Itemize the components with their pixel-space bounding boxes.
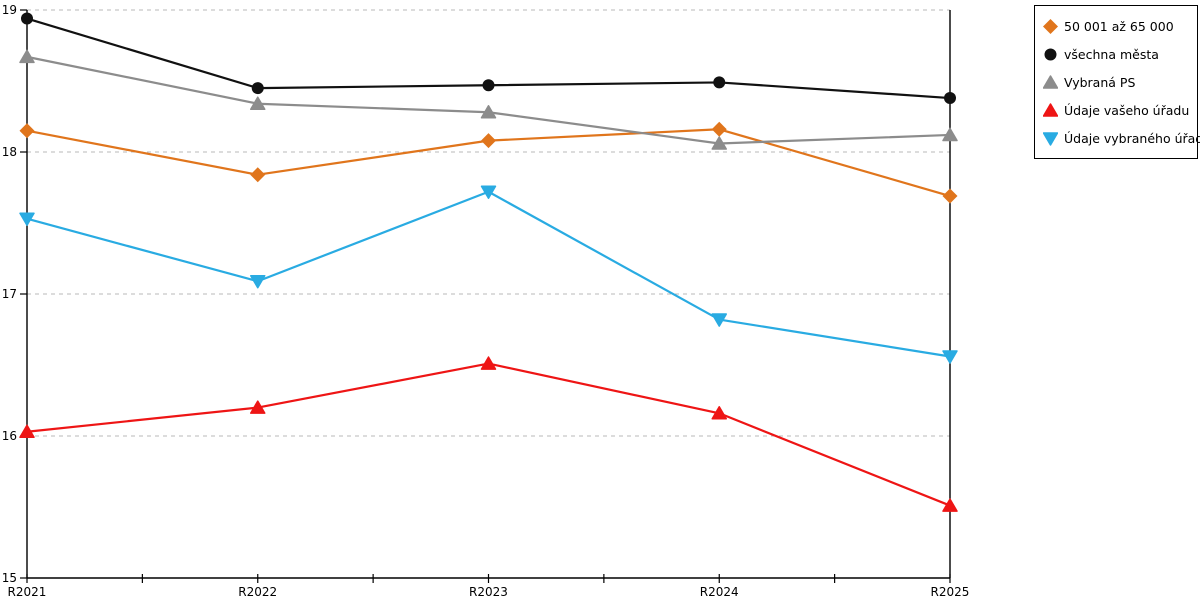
circle-icon [1044, 48, 1057, 60]
legend-label: Údaje vašeho úřadu [1064, 102, 1190, 118]
legend-item-50001-az-65000: 50 001 až 65 000 [1043, 12, 1190, 40]
svg-text:R2022: R2022 [238, 585, 277, 599]
svg-text:R2024: R2024 [700, 585, 739, 599]
legend-item-vybrana-ps: Vybraná PS [1043, 68, 1190, 96]
svg-text:17: 17 [2, 287, 17, 301]
legend-item-udaje-vybraneho-uradu: Údaje vybraného úřadu [1043, 124, 1200, 152]
triangle-up-icon [1043, 74, 1058, 89]
triangle-up-icon [1043, 102, 1058, 117]
svg-text:R2023: R2023 [469, 585, 508, 599]
svg-text:R2021: R2021 [8, 585, 47, 599]
svg-text:18: 18 [2, 145, 17, 159]
legend-label: všechna města [1064, 46, 1159, 62]
diamond-icon [1043, 18, 1058, 34]
legend-label: Údaje vybraného úřadu [1064, 130, 1200, 146]
legend-label: Vybraná PS [1064, 74, 1136, 90]
legend: 50 001 až 65 000 všechna města Vybraná P… [1034, 5, 1200, 159]
svg-text:R2025: R2025 [931, 585, 970, 599]
svg-text:19: 19 [2, 3, 17, 17]
legend-item-udaje-vaseho-uradu: Údaje vašeho úřadu [1043, 96, 1190, 124]
svg-text:15: 15 [2, 571, 17, 585]
triangle-down-icon [1043, 131, 1058, 146]
legend-label: 50 001 až 65 000 [1064, 18, 1174, 34]
legend-item-vsechna-mesta: všechna města [1043, 40, 1190, 68]
svg-text:16: 16 [2, 429, 17, 443]
